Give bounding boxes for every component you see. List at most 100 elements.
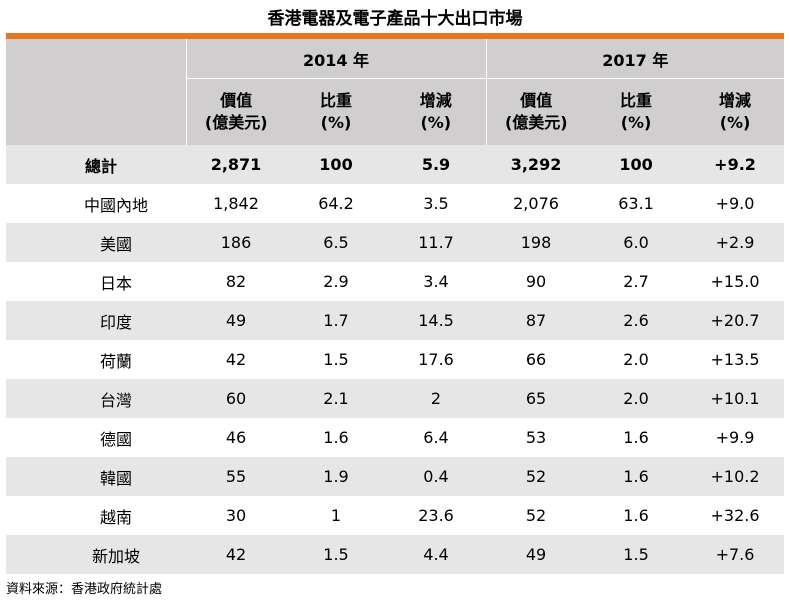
export-markets-table: 2014 年 2017 年 價值 (億美元) 比重 (%) 增減 (%) 價值 (億美元… [6, 39, 785, 574]
header-value-unit: (億美元) [504, 113, 568, 132]
cell-share-2014: 2.1 [286, 379, 386, 418]
cell-value-2017: 49 [486, 535, 587, 574]
cell-value-2014: 186 [186, 223, 286, 262]
cell-share-2014: 100 [286, 145, 386, 184]
cell-value-2014: 2,871 [186, 145, 286, 184]
cell-change-2014: 0.4 [386, 457, 487, 496]
cell-share-2014: 1.5 [323, 350, 349, 369]
cell-change-2017: +20.7 [686, 301, 785, 340]
cell-value-2014: 42 [186, 535, 286, 574]
cell-change-2017: +7.6 [686, 535, 785, 574]
cell-share-2017: 1.6 [623, 428, 649, 447]
source-note: 資料來源：香港政府統計處 [6, 582, 163, 597]
market-name: 印度 [6, 301, 186, 340]
cell-share-2017: 6.0 [586, 223, 687, 262]
market-name: 日本 [99, 273, 132, 293]
total-row: 總計 2,871 100 5.9 3,292 100 +9.2 [6, 145, 785, 184]
cell-change-2014: 5.9 [386, 145, 487, 184]
cell-change-2014: 23.6 [418, 506, 454, 525]
cell-change-2014: 11.7 [386, 223, 487, 262]
market-name: 荷蘭 [99, 351, 132, 371]
cell-value-2014: 1,842 [213, 194, 259, 213]
cell-share-2017: 1.5 [586, 535, 687, 574]
cell-value-2017: 52 [486, 457, 587, 496]
cell-share-2014: 64.2 [318, 194, 354, 213]
cell-value-2014: 55 [186, 457, 286, 496]
cell-change-2017: +10.1 [686, 379, 785, 418]
cell-share-2014: 6.5 [286, 223, 386, 262]
cell-value-2014: 46 [225, 428, 247, 447]
cell-change-2014: 3.5 [423, 194, 449, 213]
table-row: 印度 49 1.7 14.5 87 2.6 +20.7 [6, 301, 785, 340]
header-share-2017: 比重 (%) [586, 78, 687, 145]
cell-change-2017: +9.9 [715, 428, 755, 447]
cell-value-2014: 30 [225, 506, 247, 525]
header-value-label: 價值 [220, 91, 253, 110]
header-change-2017: 增減 (%) [686, 78, 785, 145]
header-share-label: 比重 [319, 91, 352, 110]
cell-change-2014: 17.6 [418, 350, 454, 369]
cell-change-2017: +9.0 [715, 194, 755, 213]
header-change-label: 增減 [719, 91, 752, 110]
cell-value-2017: 53 [525, 428, 547, 447]
cell-change-2017: +15.0 [710, 272, 760, 291]
cell-value-2017: 65 [486, 379, 587, 418]
cell-value-2017: 198 [486, 223, 587, 262]
header-row-years: 2014 年 2017 年 [6, 39, 785, 145]
cell-change-2014: 3.4 [423, 272, 449, 291]
cell-value-2014: 49 [186, 301, 286, 340]
market-name: 中國內地 [83, 195, 148, 215]
cell-change-2017: +2.9 [686, 223, 785, 262]
cell-share-2014: 1.6 [323, 428, 349, 447]
cell-change-2014: 4.4 [386, 535, 487, 574]
header-share-2014: 比重 (%) [286, 78, 386, 145]
table-row: 日本 82 2.9 3.4 90 2.7 +15.0 [6, 262, 784, 301]
cell-change-2014: 6.4 [423, 428, 449, 447]
header-change-unit: (%) [420, 113, 452, 132]
header-blank-cell [6, 39, 187, 145]
table-title: 香港電器及電子產品十大出口市場 [267, 9, 523, 29]
cell-share-2017: 2.0 [623, 350, 649, 369]
cell-share-2017: 2.0 [586, 379, 687, 418]
total-label: 總計 [6, 145, 186, 184]
cell-share-2017: 2.7 [623, 272, 649, 291]
cell-share-2017: 1.6 [623, 506, 649, 525]
header-change-2014: 增減 (%) [386, 78, 487, 145]
cell-value-2017: 66 [525, 350, 547, 369]
cell-change-2017: +13.5 [710, 350, 760, 369]
table-row: 荷蘭 42 1.5 17.6 66 2.0 +13.5 [6, 340, 784, 379]
cell-value-2017: 52 [525, 506, 547, 525]
table-row: 德國 46 1.6 6.4 53 1.6 +9.9 [6, 418, 784, 457]
market-name: 新加坡 [6, 535, 186, 574]
market-name: 美國 [6, 223, 186, 262]
cell-share-2017: 2.6 [586, 301, 687, 340]
accent-bar [6, 33, 784, 39]
cell-share-2014: 1.5 [286, 535, 386, 574]
header-value-2017: 價值 (億美元) [486, 78, 587, 145]
cell-share-2017: 100 [586, 145, 687, 184]
header-value-2014: 價值 (億美元) [186, 78, 286, 145]
table-row: 越南 30 1 23.6 52 1.6 +32.6 [6, 496, 784, 535]
header-year-2017: 2017 年 [486, 39, 785, 79]
table-row: 台灣 60 2.1 2 65 2.0 +10.1 [6, 379, 785, 418]
cell-share-2014: 1.9 [286, 457, 386, 496]
cell-change-2014: 14.5 [386, 301, 487, 340]
header-share-unit: (%) [620, 113, 652, 132]
cell-value-2014: 60 [186, 379, 286, 418]
cell-share-2017: 63.1 [618, 194, 654, 213]
cell-share-2014: 1 [330, 506, 342, 525]
table-row: 中國內地 1,842 64.2 3.5 2,076 63.1 +9.0 [6, 184, 784, 223]
cell-value-2017: 87 [486, 301, 587, 340]
cell-share-2014: 2.9 [323, 272, 349, 291]
cell-change-2017: +10.2 [686, 457, 785, 496]
market-name: 德國 [99, 429, 132, 449]
header-share-label: 比重 [620, 91, 653, 110]
header-share-unit: (%) [320, 113, 352, 132]
cell-value-2014: 82 [225, 272, 247, 291]
table-row: 韓國 55 1.9 0.4 52 1.6 +10.2 [6, 457, 785, 496]
table-row: 新加坡 42 1.5 4.4 49 1.5 +7.6 [6, 535, 785, 574]
cell-change-2014: 2 [386, 379, 487, 418]
cell-change-2017: +9.2 [686, 145, 785, 184]
market-name: 越南 [99, 507, 132, 527]
header-value-unit: (億美元) [204, 113, 268, 132]
